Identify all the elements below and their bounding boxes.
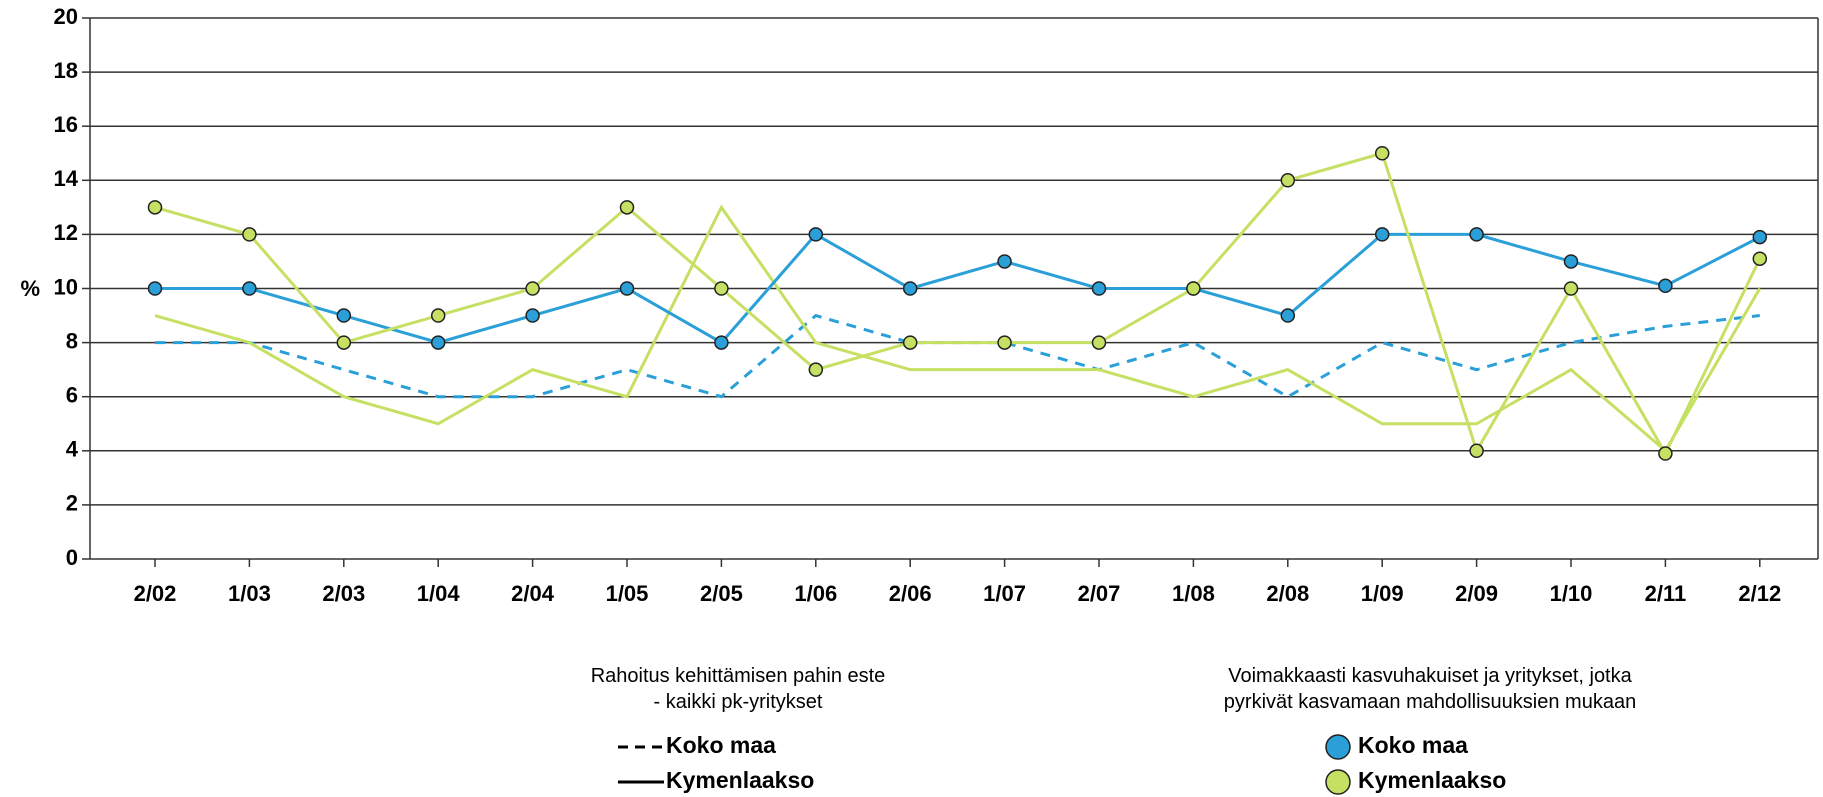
x-tick-label: 1/10: [1550, 581, 1593, 606]
data-point: [997, 254, 1012, 269]
series-line: [155, 232, 1761, 345]
x-tick-label: 2/12: [1738, 581, 1781, 606]
data-point: [525, 308, 540, 323]
x-tick-label: 1/04: [417, 581, 461, 606]
legend-marker: [1325, 769, 1351, 795]
data-point: [619, 281, 635, 296]
data-point: [242, 227, 257, 242]
y-tick-label: 2: [66, 491, 78, 516]
data-point: [1091, 335, 1107, 350]
y-tick-label: 6: [66, 383, 78, 408]
y-tick-label: 20: [54, 4, 78, 29]
x-tick-label: 2/02: [134, 581, 177, 606]
data-point: [242, 281, 257, 296]
data-point: [1658, 446, 1673, 461]
y-tick-label: 18: [54, 58, 78, 83]
data-point: [1469, 227, 1484, 242]
x-tick-label: 2/05: [700, 581, 743, 606]
data-point: [1280, 308, 1296, 323]
data-point: [430, 335, 446, 350]
y-tick-label: 10: [54, 274, 78, 299]
x-tick-label: 1/08: [1172, 581, 1215, 606]
x-tick-label: 2/09: [1455, 581, 1498, 606]
data-point: [902, 335, 918, 350]
series-line: [154, 151, 1762, 457]
x-tick-label: 2/11: [1645, 581, 1687, 606]
x-tick-label: 1/05: [606, 581, 649, 606]
x-tick-label: 1/06: [794, 581, 837, 606]
x-tick-label: 2/07: [1078, 581, 1121, 606]
data-point: [997, 335, 1012, 350]
x-tick-label: 1/07: [983, 581, 1026, 606]
data-point: [430, 308, 446, 323]
data-point: [336, 308, 352, 323]
data-point: [147, 200, 163, 215]
legend-label: Koko maa: [1358, 732, 1468, 758]
y-tick-label: 8: [66, 328, 78, 353]
y-tick-label: 16: [54, 112, 78, 137]
data-point: [902, 281, 918, 296]
legend-title: Voimakkaasti kasvuhakuiset ja yritykset,…: [1224, 665, 1636, 713]
x-tick-label: 1/09: [1361, 581, 1404, 606]
data-point: [619, 200, 635, 215]
y-tick-label: 0: [66, 545, 78, 570]
data-point: [525, 281, 540, 296]
y-tick-label: 14: [54, 166, 79, 191]
legend-title: Rahoitus kehittämisen pahin este - kaikki…: [591, 665, 886, 713]
data-point: [714, 335, 729, 350]
data-point: [1752, 251, 1768, 266]
legend-marker: [1325, 734, 1351, 760]
data-point: [1563, 281, 1579, 296]
data-point: [1091, 281, 1107, 296]
data-point: [1186, 281, 1201, 296]
series-line: [154, 204, 1762, 454]
x-tick-label: 2/04: [511, 581, 555, 606]
data-point: [714, 281, 729, 296]
x-tick-label: 1/03: [228, 581, 271, 606]
data-point: [1469, 443, 1484, 459]
legend-label: Kymenlaakso: [1358, 767, 1506, 793]
legend-label: Koko maa: [666, 732, 776, 758]
data-point: [1752, 229, 1768, 245]
data-point: [808, 362, 824, 377]
data-point: [808, 227, 824, 242]
data-point: [147, 281, 163, 296]
x-tick-label: 2/08: [1266, 581, 1309, 606]
y-tick-label: 4: [66, 437, 79, 462]
data-point: [1374, 227, 1390, 242]
x-tick-label: 2/06: [889, 581, 932, 606]
data-point: [1374, 146, 1390, 161]
data-point: [1563, 254, 1579, 269]
legend-label: Kymenlaakso: [666, 767, 814, 793]
x-tick-label: 2/03: [322, 581, 365, 606]
data-point: [336, 335, 352, 350]
data-point: [1658, 278, 1673, 294]
y-axis-label: %: [20, 276, 40, 301]
y-tick-label: 12: [54, 220, 78, 245]
data-point: [1280, 173, 1296, 188]
